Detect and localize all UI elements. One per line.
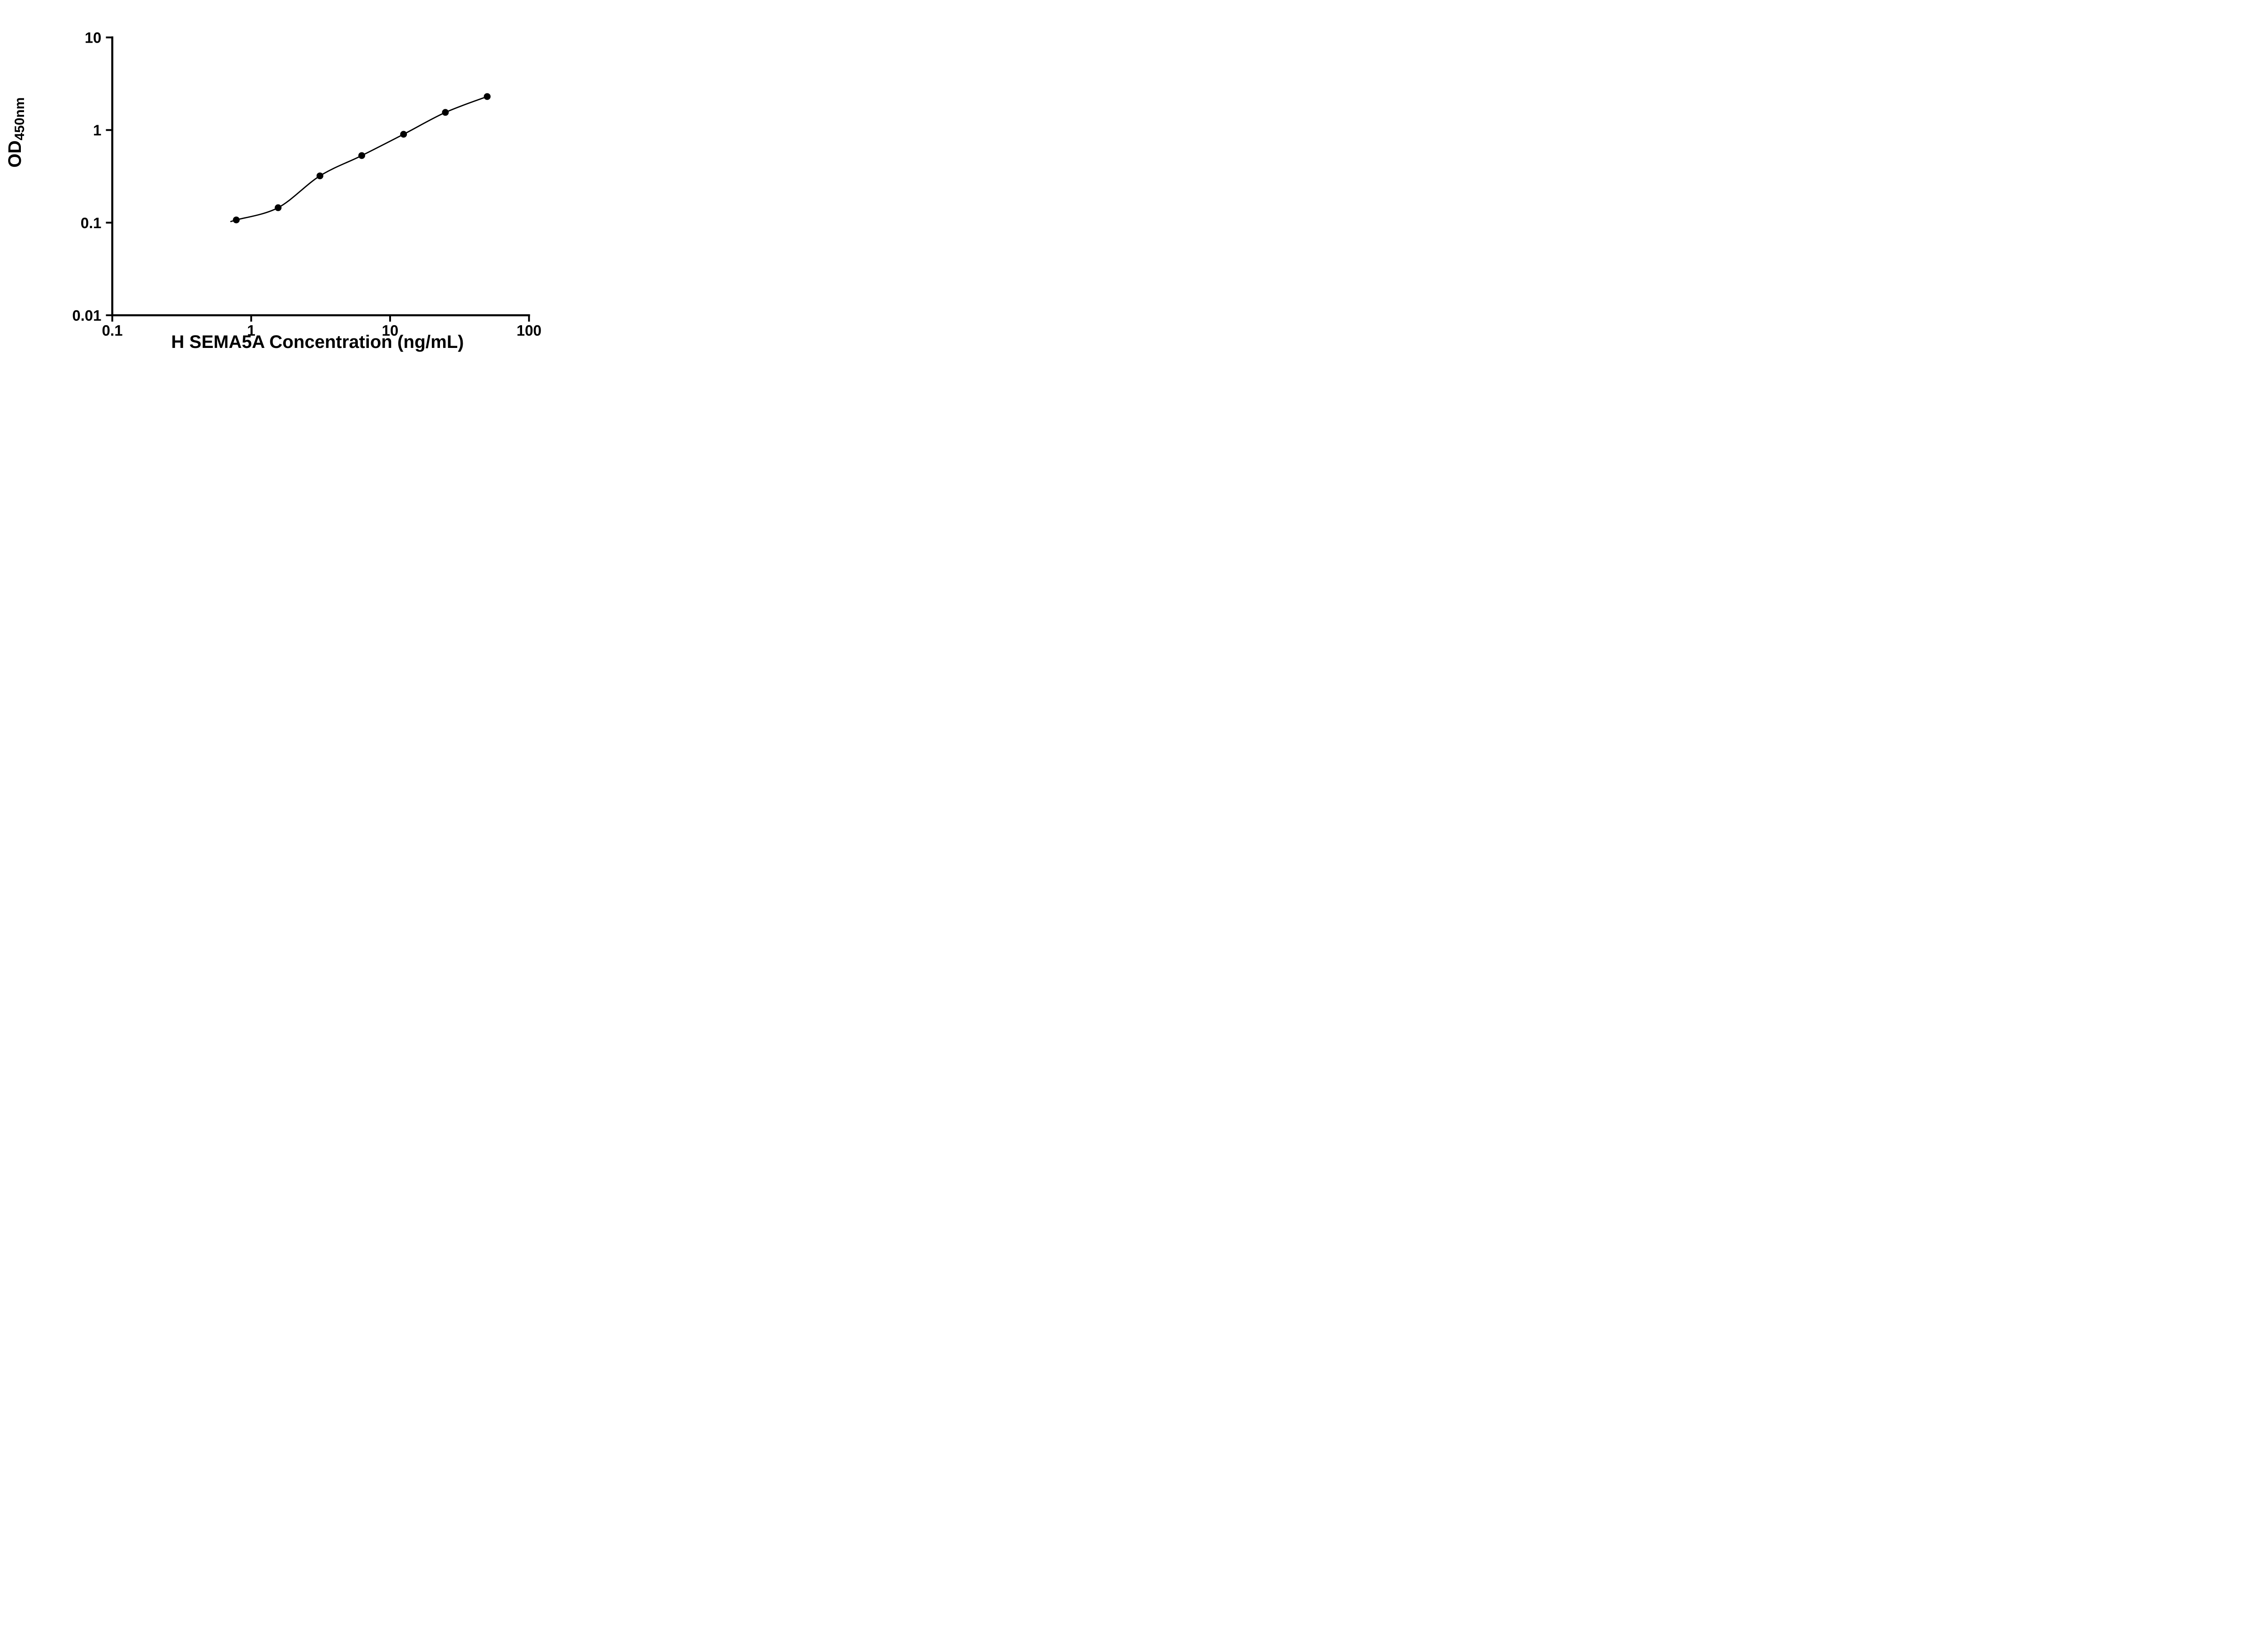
x-axis-title: H SEMA5A Concentration (ng/mL) <box>171 332 464 352</box>
data-point-marker <box>233 216 240 224</box>
x-tick-label: 100 <box>517 322 542 339</box>
x-tick-label: 0.1 <box>102 322 123 339</box>
data-point-marker <box>484 93 491 100</box>
data-point-marker <box>442 109 449 116</box>
fit-curve <box>230 96 488 222</box>
data-point-marker <box>358 152 365 159</box>
y-tick-label: 10 <box>85 29 102 46</box>
data-point-marker <box>400 131 407 138</box>
x-tick-label: 10 <box>382 322 399 339</box>
x-tick-label: 1 <box>247 322 255 339</box>
y-axis-title-subscript: 450nm <box>12 97 27 141</box>
y-axis-title: OD450nm <box>5 97 28 167</box>
y-axis-title-main: OD <box>5 140 25 168</box>
y-tick-label: 1 <box>93 122 101 139</box>
y-tick-label: 0.01 <box>72 307 101 324</box>
y-tick-label: 0.1 <box>81 215 102 231</box>
data-point-marker <box>316 172 323 180</box>
elisa-standard-curve-figure: 0.1 1 10 100 0.01 0.1 1 10 OD450nm H SEMA5A Con… <box>0 0 583 408</box>
data-point-marker <box>274 204 282 211</box>
